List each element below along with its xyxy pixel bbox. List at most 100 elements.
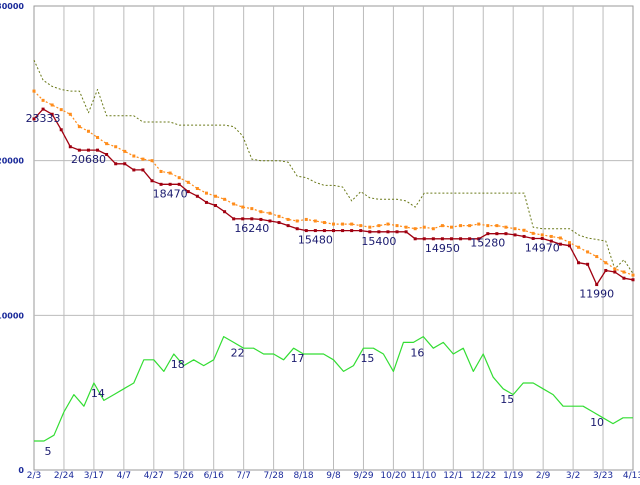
x-tick-label: 8/18	[293, 471, 313, 480]
series-0-point	[567, 244, 571, 248]
y-tick-label: 20000	[0, 157, 24, 166]
series-1-point	[631, 273, 635, 277]
series-0-point	[223, 210, 227, 214]
series-0-point	[313, 229, 317, 233]
series-1-point	[386, 222, 390, 226]
y-tick-label: 0	[18, 466, 24, 475]
series-0-point	[141, 168, 145, 172]
series-1-point	[168, 171, 172, 175]
series-0-point	[150, 179, 154, 183]
series-1-point	[567, 241, 571, 245]
series-0-point	[377, 230, 381, 234]
data-label: 18470	[153, 187, 188, 200]
series-0-point	[631, 278, 635, 282]
series-0-point	[277, 221, 281, 225]
series-0-point	[440, 237, 444, 241]
series-1-point	[50, 103, 54, 107]
series-1-point	[604, 261, 608, 265]
series-1-point	[259, 210, 263, 214]
series-1-point	[440, 224, 444, 228]
series-0-point	[531, 236, 535, 240]
x-tick-label: 6/16	[204, 471, 224, 480]
series-0-point	[259, 217, 263, 221]
data-label: 20680	[71, 153, 106, 166]
marker-layer	[32, 89, 635, 287]
series-0-point	[468, 237, 472, 241]
series-1-point	[486, 224, 490, 228]
series-1-point	[195, 187, 199, 191]
series-0-point	[96, 148, 100, 152]
data-label: 15400	[361, 235, 396, 248]
x-tick-label: 9/8	[326, 471, 341, 480]
series-1-point	[268, 211, 272, 215]
series-0-point	[86, 148, 90, 152]
series-1-point	[404, 225, 408, 229]
series-1-point	[395, 224, 399, 228]
series-1-point	[159, 169, 163, 173]
series-1-point	[186, 180, 190, 184]
x-tick-label: 3/2	[566, 471, 580, 480]
series-0-point	[459, 237, 463, 241]
series-0-point	[449, 237, 453, 241]
series-1-point	[577, 245, 581, 249]
series-1-point	[232, 202, 236, 206]
data-label: 16240	[234, 222, 269, 235]
series-1-point	[513, 227, 517, 231]
series-0-point	[214, 204, 218, 208]
x-tick-label: 7/28	[263, 471, 283, 480]
series-0-point	[159, 182, 163, 186]
series-1-point	[449, 225, 453, 229]
series-1-point	[177, 176, 181, 180]
series-0-point	[241, 217, 245, 221]
series-0-point	[540, 236, 544, 240]
series-1-point	[540, 233, 544, 237]
series-0-point	[586, 262, 590, 266]
series-0-point	[59, 128, 63, 132]
series-1-point	[132, 154, 136, 158]
series-1-point	[277, 214, 281, 218]
x-tick-label: 12/22	[470, 471, 496, 480]
series-0-point	[123, 162, 127, 166]
x-tick-label: 5/26	[174, 471, 194, 480]
data-label: 15480	[298, 234, 333, 247]
series-0-point	[368, 230, 372, 234]
series-0-point	[422, 237, 426, 241]
series-0-point	[622, 276, 626, 280]
series-0-point	[332, 229, 335, 233]
x-tick-label: 2/3	[27, 471, 41, 480]
series-0-point	[341, 229, 345, 233]
series-0-point	[495, 232, 499, 236]
series-1-point	[105, 142, 109, 146]
data-label: 15	[500, 393, 514, 406]
x-tick-label: 4/27	[144, 471, 164, 480]
series-1-point	[96, 135, 100, 139]
series-line-3	[34, 336, 633, 442]
series-0-point	[413, 237, 417, 241]
data-label: 5	[44, 445, 51, 458]
series-1-point	[595, 255, 599, 259]
series-1-point	[286, 217, 290, 221]
series-line-2	[33, 59, 634, 274]
series-0-point	[613, 270, 617, 274]
series-0-point	[477, 237, 481, 241]
series-1-point	[332, 222, 335, 226]
series-1-point	[531, 231, 535, 235]
series-1-point	[422, 225, 426, 229]
data-label: 10	[590, 416, 604, 429]
series-0-point	[32, 117, 36, 121]
series-0-point	[558, 242, 562, 246]
x-tick-label: 3/17	[84, 471, 104, 480]
series-1-point	[77, 125, 81, 129]
series-1-point	[377, 224, 381, 228]
x-tick-label: 12/1	[443, 471, 463, 480]
data-label: 11990	[579, 288, 614, 301]
label-layer: 23333 20680 18470 16240 15480 15400 14950 15280…	[26, 112, 615, 458]
series-0-point	[177, 182, 181, 186]
data-label: 15280	[470, 237, 505, 250]
data-label: 14970	[525, 241, 560, 254]
data-label: 14950	[425, 242, 460, 255]
x-tick-label: 11/10	[410, 471, 436, 480]
series-1-point	[86, 129, 90, 133]
